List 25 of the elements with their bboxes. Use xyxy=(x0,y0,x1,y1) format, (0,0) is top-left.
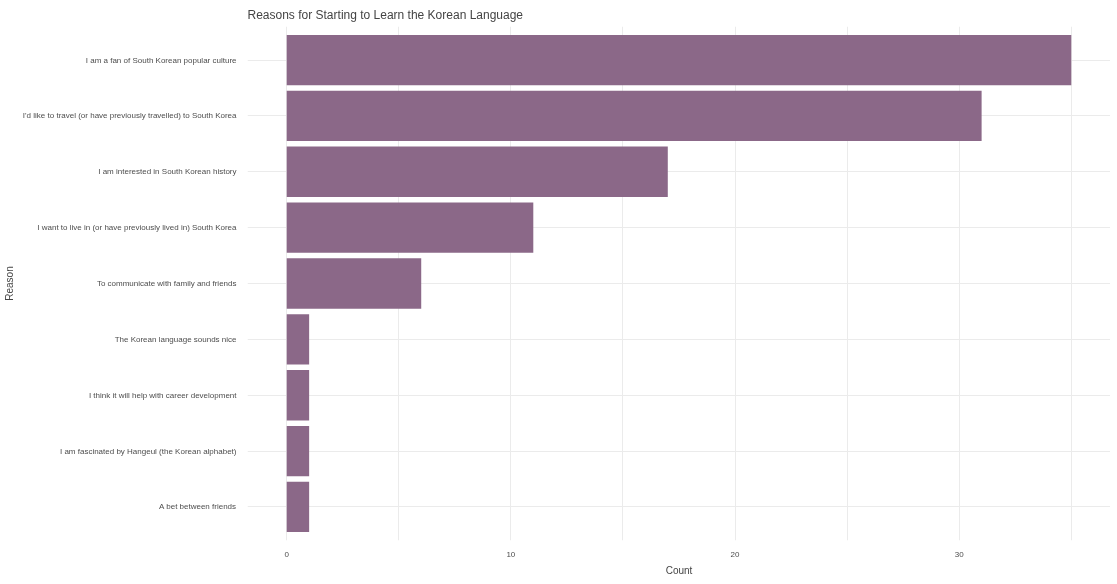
y-tick-label: The Korean language sounds nice xyxy=(114,334,238,344)
bar xyxy=(286,370,310,421)
x-tick-label: 20 xyxy=(730,549,741,559)
bar xyxy=(286,146,668,197)
y-tick-label: I am fascinated by Hangeul (the Korean alphabet) xyxy=(59,446,237,456)
bar xyxy=(286,90,982,142)
y-tick-label: I am interested in South Korean history xyxy=(98,167,237,177)
bar xyxy=(286,34,1072,86)
y-tick-label: I want to live in (or have previously lived in) South Korea xyxy=(37,223,238,233)
x-tick-label: 30 xyxy=(954,549,965,559)
x-tick-label: 0 xyxy=(284,549,290,559)
bar xyxy=(286,481,310,533)
y-tick-label: I am a fan of South Korean popular culture xyxy=(85,55,238,65)
y-tick-label: I'd like to travel (or have previously travelled) to South Korea xyxy=(22,111,238,121)
bar xyxy=(286,425,310,477)
y-tick-label: I think it will help with career development xyxy=(88,390,238,400)
y-tick-label: To communicate with family and friends xyxy=(96,279,237,288)
y-tick-label: A bet between friends xyxy=(159,502,237,512)
y-axis-title: Reason xyxy=(3,266,15,301)
x-tick-label: 10 xyxy=(506,549,516,559)
bar xyxy=(286,258,422,309)
chart-title: Reasons for Starting to Learn the Korean Language xyxy=(247,7,524,22)
x-axis-title: Count xyxy=(665,564,693,576)
bar xyxy=(286,202,534,253)
bar xyxy=(286,314,310,365)
